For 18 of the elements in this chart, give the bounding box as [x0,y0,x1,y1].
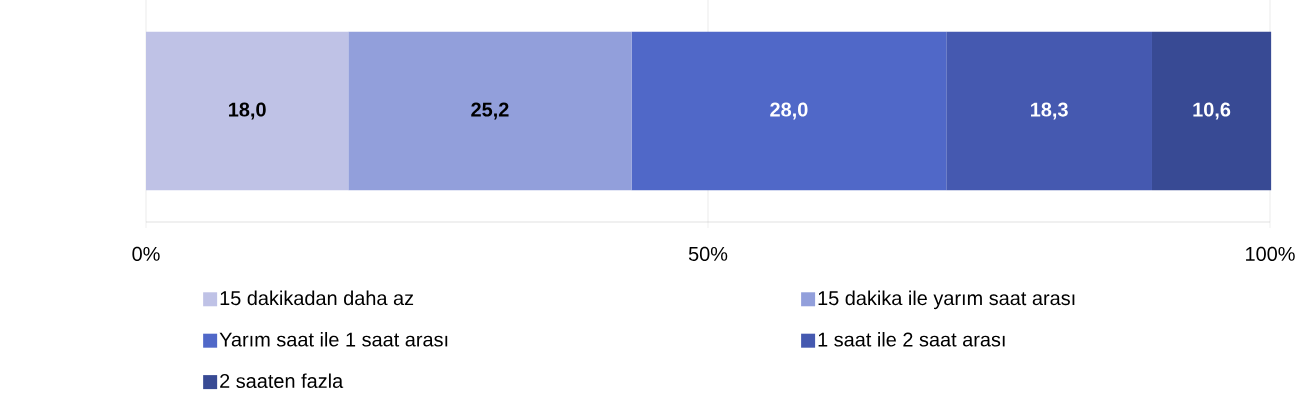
x-tick-label: 100% [1246,246,1295,261]
bar [146,31,349,191]
bar [348,31,632,191]
legend-label: 1 saat ile 2 saat arası [818,331,1005,347]
data-label: 10,6 [1193,102,1231,120]
x-tick-label: 0% [132,246,160,261]
x-tick-label: 50% [688,246,728,261]
bar [631,31,947,191]
bar [946,31,1152,191]
data-label: 28,0 [770,102,808,120]
data-label: 25,2 [471,102,509,120]
data-label: 18,3 [1031,102,1068,120]
legend-label: 15 dakika ile yarım saat arası [818,290,1075,310]
legend-label: 15 dakikadan daha az [220,290,414,306]
legend-label: Yarım saat ile 1 saat arası [219,331,448,347]
legend-label: 2 saaten fazla [220,373,344,389]
data-label: 18,0 [229,102,266,120]
bar [1151,31,1272,191]
